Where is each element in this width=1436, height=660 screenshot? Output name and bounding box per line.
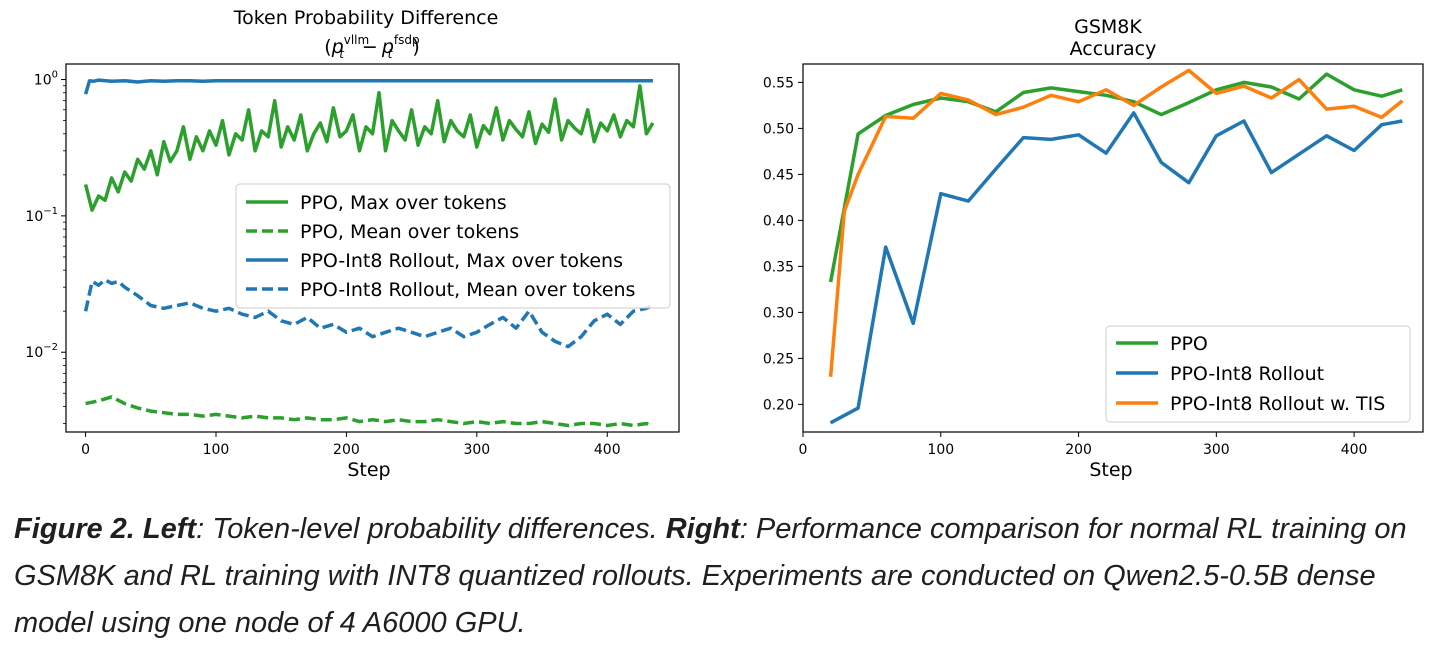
caption-left-text: : Token-level probability differences. (196, 513, 666, 545)
left-chart-title: Token Probability Difference (233, 7, 499, 29)
left-x-tick-label: 400 (594, 442, 621, 458)
right-y-tick-label: 0.35 (763, 259, 794, 275)
caption-figure-label: Figure 2. (14, 513, 135, 545)
left-x-tick-label: 200 (333, 442, 360, 458)
left-x-tick-label: 0 (81, 442, 90, 458)
left-legend-label: PPO, Max over tokens (300, 192, 507, 214)
right-x-tick-label: 0 (799, 442, 808, 458)
left-legend: PPO, Max over tokens PPO, Mean over token… (235, 183, 671, 309)
right-legend-box (1105, 325, 1411, 423)
right-chart-title: GSM8K (1074, 16, 1142, 38)
right-series-ppo-int8-rollout-w-tis (828, 68, 1404, 377)
left-series-ppo-int8-rollout-mean-over-tokens (83, 278, 654, 349)
right-chart: GSM8K Accuracy 0 100 200 300 400 0.20 0.25 0.3… (763, 16, 1424, 481)
left-x-tick-label: 100 (203, 442, 230, 458)
right-x-axis: 0 100 200 300 400 (799, 432, 1368, 458)
left-y-tick-label: 10−1 (25, 206, 58, 225)
right-x-tick-label: 100 (927, 442, 954, 458)
right-y-tick-label: 0.25 (763, 351, 794, 367)
left-plot-frame (65, 63, 680, 433)
caption-left-label: Left (142, 513, 197, 545)
left-x-axis-label: Step (347, 459, 390, 481)
right-x-tick-label: 300 (1203, 442, 1230, 458)
right-y-tick-label: 0.45 (763, 167, 794, 183)
right-y-tick-label: 0.40 (763, 213, 794, 229)
left-legend-label: PPO-Int8 Rollout, Mean over tokens (300, 279, 635, 301)
left-y-tick-label: 10−2 (25, 342, 58, 361)
left-series-ppo-int8-rollout-max-over-tokens (83, 78, 653, 95)
left-y-axis: 100 10−1 10−2 (25, 70, 66, 424)
left-x-axis: 0 100 200 300 400 (81, 432, 621, 458)
right-series-ppo (828, 72, 1403, 283)
left-x-tick-label: 300 (463, 442, 490, 458)
right-x-tick-label: 200 (1065, 442, 1092, 458)
right-legend: PPO PPO-Int8 Rollout PPO-Int8 Rollout w. T… (1105, 325, 1411, 423)
caption-right-label: Right (665, 513, 740, 545)
right-y-tick-label: 0.50 (763, 121, 794, 137)
right-legend-label: PPO (1170, 333, 1208, 355)
figure-caption: Figure 2. Left: Token-level probability … (14, 506, 1424, 647)
left-series-ppo-max-over-tokens (83, 84, 655, 212)
right-y-axis: 0.20 0.25 0.30 0.35 0.40 0.45 0.50 0.55 (763, 75, 803, 413)
left-chart-subtitle: (pvllm t − pfsdp t) (324, 33, 420, 61)
left-legend-label: PPO, Mean over tokens (300, 221, 519, 243)
right-chart-subtitle: Accuracy (1070, 38, 1157, 60)
right-legend-label: PPO-Int8 Rollout w. TIS (1170, 393, 1385, 415)
right-x-axis-label: Step (1089, 459, 1132, 481)
right-y-tick-label: 0.20 (763, 397, 794, 413)
right-legend-label: PPO-Int8 Rollout (1170, 363, 1324, 385)
left-legend-label: PPO-Int8 Rollout, Max over tokens (300, 250, 623, 272)
figure: Token Probability Difference (pvllm t − pfs… (25, 7, 1424, 481)
left-legend-box (235, 183, 671, 309)
left-y-tick-label: 100 (34, 70, 58, 89)
right-plot-frame (802, 63, 1424, 433)
right-y-tick-label: 0.55 (763, 75, 794, 91)
left-plot-area (83, 78, 655, 428)
right-plot-area (828, 68, 1404, 425)
caption-right-text: : Performance comparison for normal RL t… (14, 513, 1407, 639)
right-y-tick-label: 0.30 (763, 305, 794, 321)
right-x-tick-label: 400 (1341, 442, 1368, 458)
left-chart: Token Probability Difference (pvllm t − pfs… (25, 7, 680, 481)
right-series-ppo-int8-rollout (829, 111, 1403, 425)
left-series-ppo-mean-over-tokens (85, 395, 654, 428)
